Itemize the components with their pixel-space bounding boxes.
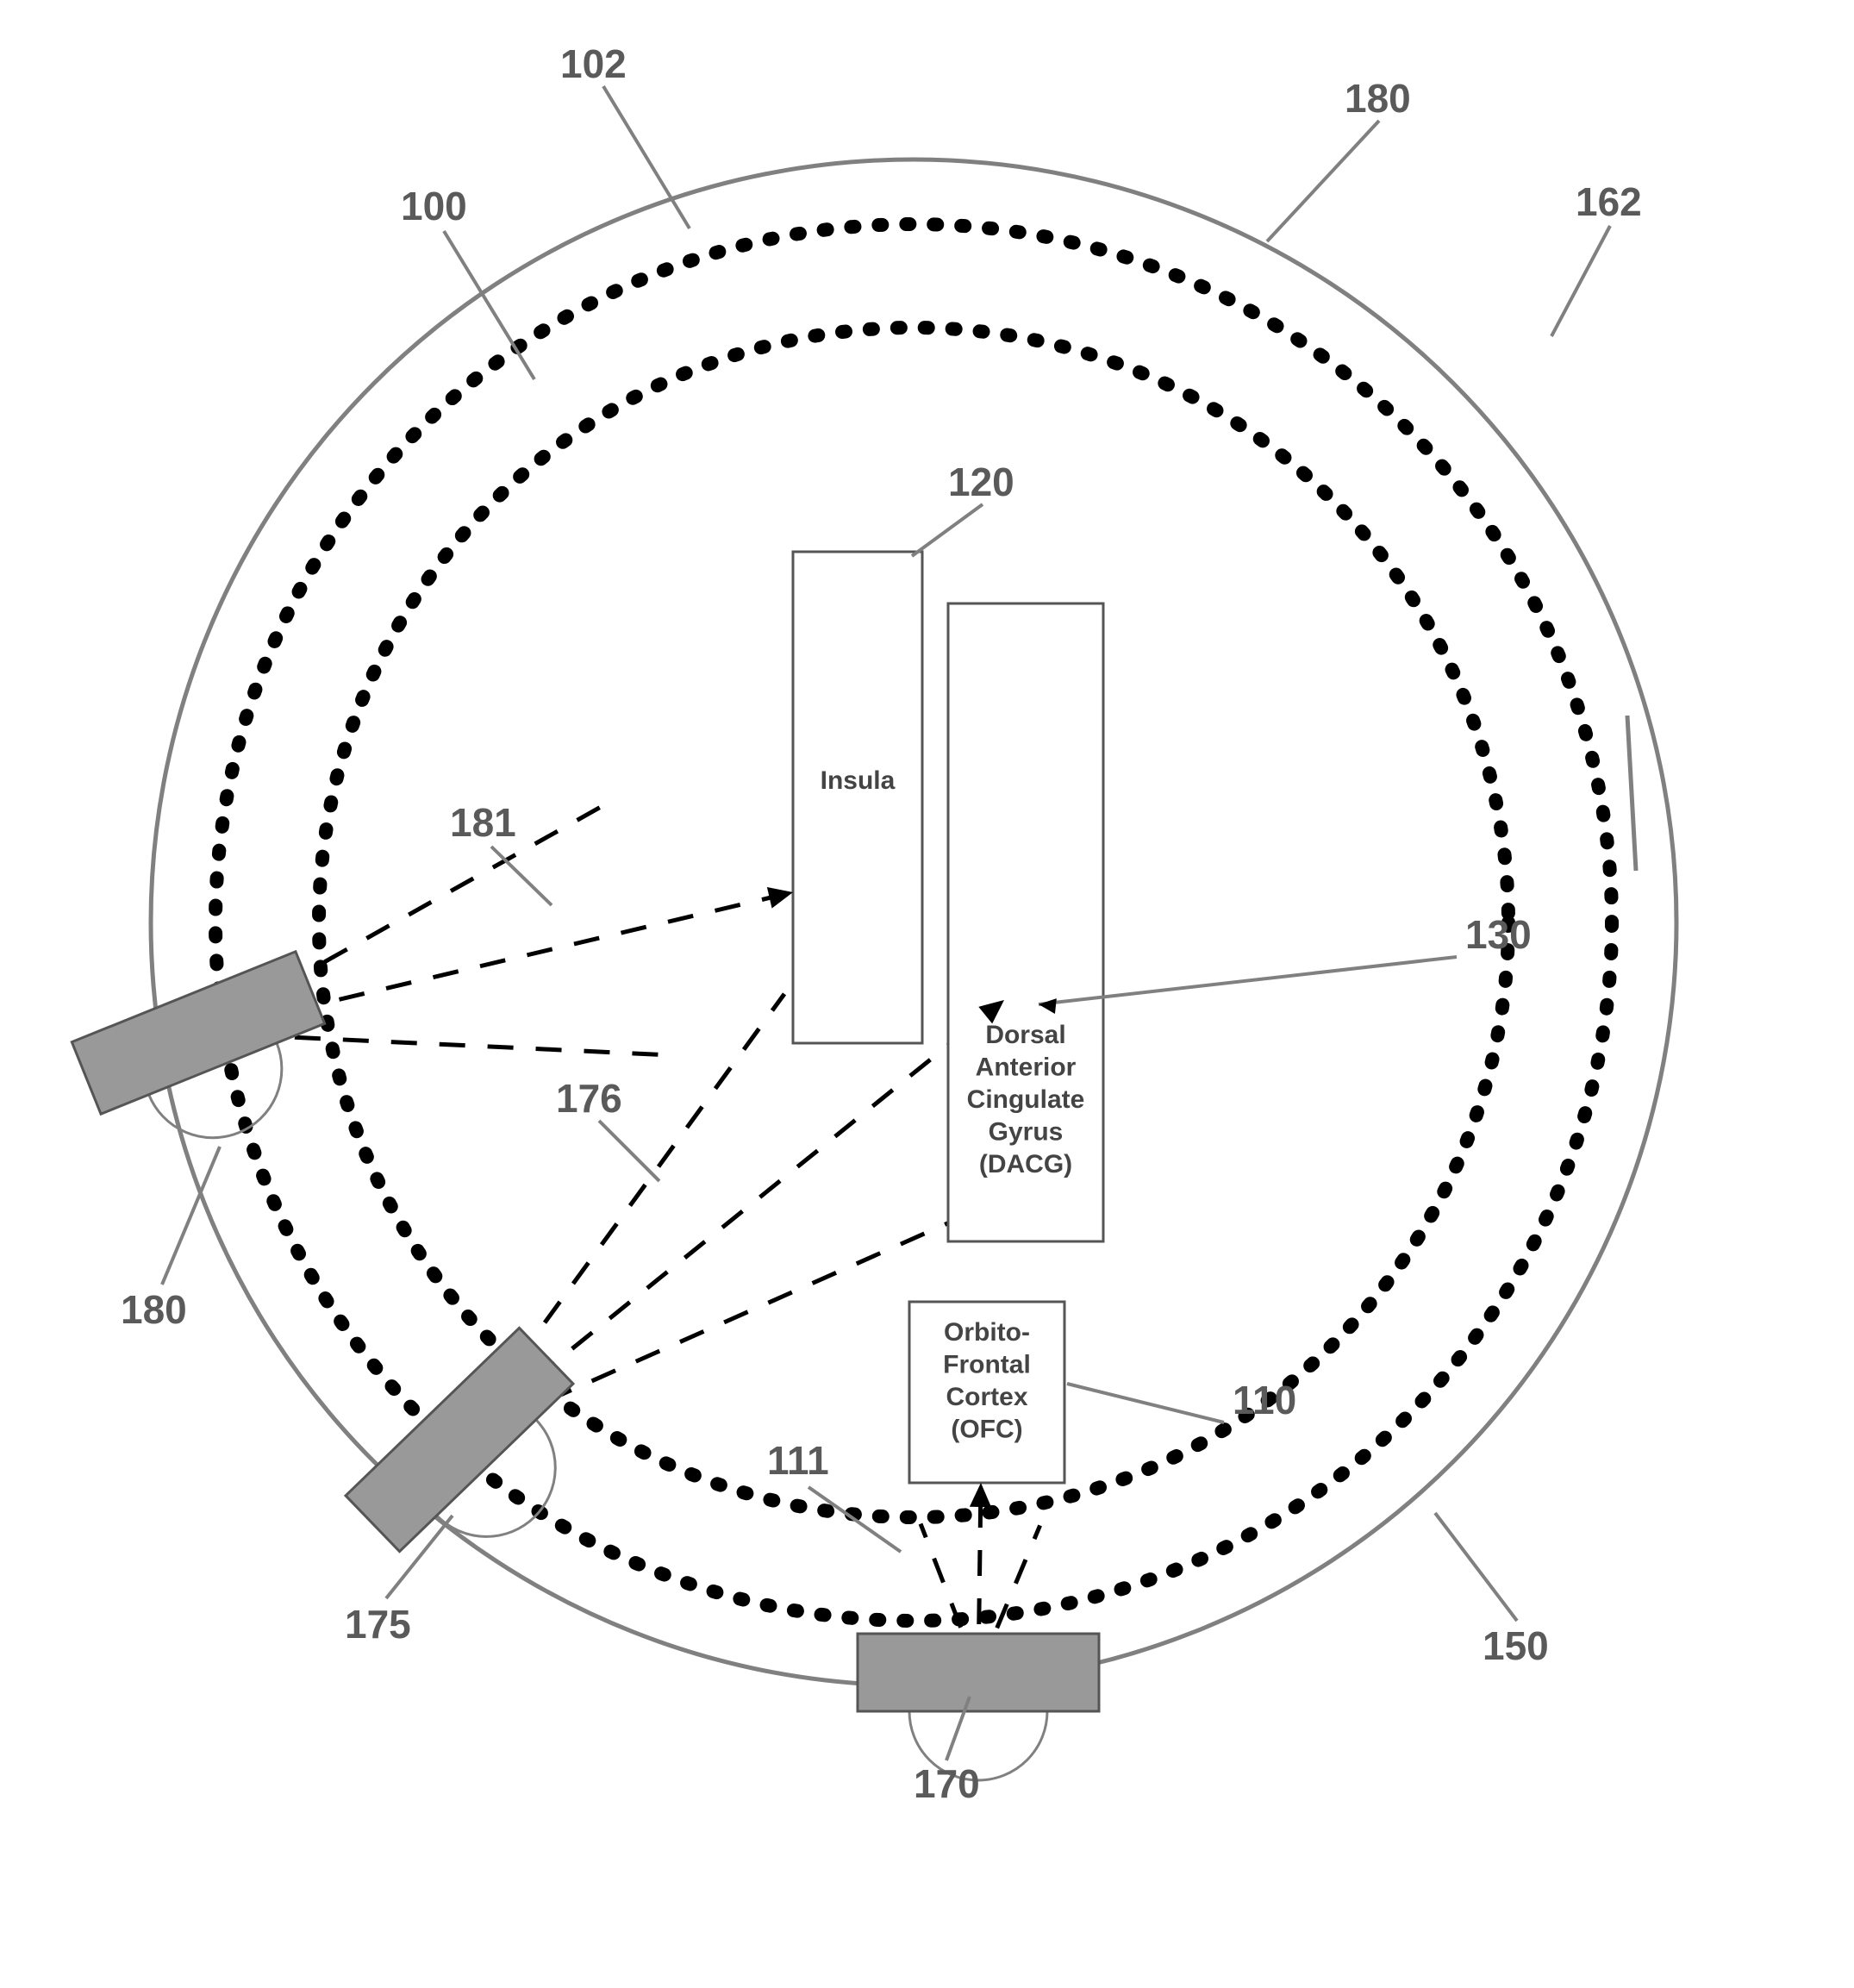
arrowhead	[767, 887, 793, 909]
box-insula: Insula	[793, 552, 922, 1043]
box-ofc-label: (OFC)	[951, 1416, 1022, 1444]
transducer-180-rect	[72, 952, 324, 1114]
box-ofc-label: Cortex	[946, 1383, 1027, 1411]
ref-label-l111: 111	[767, 1438, 829, 1483]
transducer-175	[346, 1328, 621, 1601]
ref-label-l100: 100	[401, 184, 467, 228]
box-ofc-label: Frontal	[943, 1351, 1031, 1379]
leader-line	[599, 1121, 659, 1181]
box-dacg: Dorsal Anterior Cingulate Gyrus (DACG)	[948, 603, 1103, 1241]
box-dacg-label: Cingulate	[967, 1085, 1085, 1114]
arrowhead	[970, 1483, 991, 1507]
box-dacg-label: Anterior	[976, 1053, 1077, 1082]
leader-line	[912, 504, 983, 556]
extra-line	[1627, 716, 1636, 871]
transducer-170	[858, 1634, 1099, 1780]
ref-label-l150: 150	[1483, 1623, 1549, 1668]
ref-label-l181: 181	[450, 800, 516, 845]
box-dacg-label: Gyrus	[989, 1118, 1064, 1147]
leader-line	[491, 847, 552, 905]
ref-label-l180top: 180	[1345, 76, 1411, 121]
box-dacg-label: (DACG)	[979, 1150, 1072, 1178]
leader-line	[1267, 121, 1379, 241]
ref-label-l162: 162	[1576, 179, 1642, 224]
diagram-root: Insula Dorsal Anterior Cingulate Gyrus (DACG)…	[0, 0, 1854, 1988]
leader-line	[1067, 1384, 1224, 1422]
box-ofc-label: Orbito-	[944, 1318, 1030, 1347]
box-ofc: Orbito- Frontal Cortex (OFC)	[909, 1302, 1064, 1483]
ref-label-l180left: 180	[121, 1287, 187, 1332]
ref-label-l170: 170	[914, 1761, 980, 1806]
ref-label-l130: 130	[1465, 912, 1532, 957]
box-insula-label: Insula	[821, 766, 896, 795]
ref-label-l175: 175	[345, 1602, 411, 1647]
transducer-170-rect	[858, 1634, 1099, 1711]
ref-label-l110: 110	[1233, 1378, 1296, 1422]
box-insula-rect	[793, 552, 922, 1043]
ref-label-l102: 102	[560, 41, 627, 86]
leader-line	[444, 231, 534, 379]
box-dacg-label: Dorsal	[985, 1021, 1065, 1049]
leader-line	[1551, 226, 1610, 336]
leader-line	[1435, 1513, 1517, 1621]
ref-label-l120: 120	[948, 459, 1014, 504]
ref-label-l176: 176	[556, 1076, 622, 1121]
transducer-180	[72, 952, 350, 1178]
